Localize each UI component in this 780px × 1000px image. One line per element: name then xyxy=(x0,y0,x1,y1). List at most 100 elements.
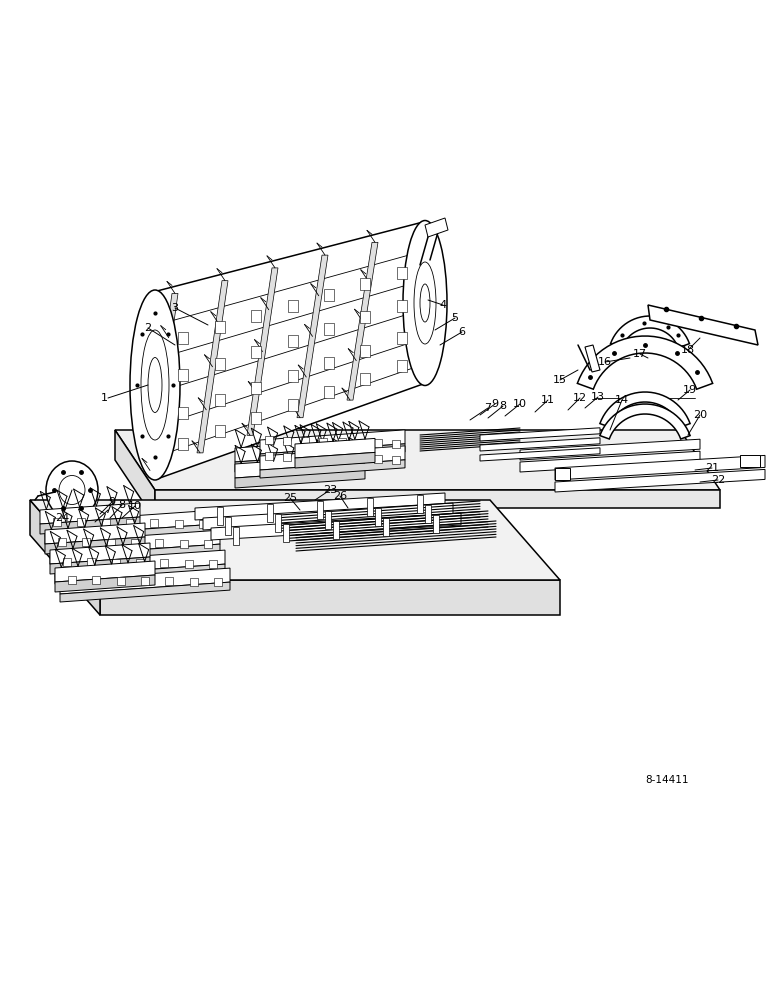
Text: 7: 7 xyxy=(484,403,491,413)
Text: 19: 19 xyxy=(683,385,697,395)
Bar xyxy=(58,538,66,546)
Bar xyxy=(324,323,334,335)
Bar xyxy=(215,321,225,333)
Polygon shape xyxy=(555,468,570,480)
Polygon shape xyxy=(333,520,339,538)
Polygon shape xyxy=(611,316,690,348)
Text: 15: 15 xyxy=(553,375,567,385)
Bar xyxy=(178,332,188,344)
Bar xyxy=(324,386,334,398)
Polygon shape xyxy=(425,218,448,237)
Bar xyxy=(151,519,158,527)
Bar xyxy=(63,558,71,566)
Polygon shape xyxy=(45,510,215,536)
Ellipse shape xyxy=(46,461,98,519)
Ellipse shape xyxy=(420,284,430,322)
Bar xyxy=(320,438,328,446)
Bar xyxy=(178,407,188,419)
Bar xyxy=(324,357,334,369)
Text: 8: 8 xyxy=(119,500,126,510)
Polygon shape xyxy=(367,497,373,516)
Polygon shape xyxy=(115,430,720,490)
Bar xyxy=(101,519,110,527)
Polygon shape xyxy=(217,506,223,524)
Polygon shape xyxy=(260,460,405,478)
Text: 14: 14 xyxy=(615,395,629,405)
Bar xyxy=(215,394,225,406)
Polygon shape xyxy=(325,510,331,528)
Polygon shape xyxy=(211,513,461,540)
Bar xyxy=(251,382,261,394)
Polygon shape xyxy=(480,438,600,451)
Bar xyxy=(136,559,144,567)
Text: 8-14411: 8-14411 xyxy=(645,775,689,785)
Bar xyxy=(214,578,222,586)
Polygon shape xyxy=(648,305,758,345)
Polygon shape xyxy=(55,564,225,584)
Polygon shape xyxy=(740,455,760,467)
Text: 21: 21 xyxy=(705,463,719,473)
Bar xyxy=(178,369,188,381)
Bar xyxy=(283,437,291,445)
Polygon shape xyxy=(115,430,155,520)
Text: 9: 9 xyxy=(491,399,498,409)
Polygon shape xyxy=(60,582,230,602)
Bar xyxy=(155,539,163,547)
Bar xyxy=(141,577,149,585)
Polygon shape xyxy=(433,514,439,532)
Polygon shape xyxy=(260,446,405,470)
Bar xyxy=(320,454,328,462)
Polygon shape xyxy=(283,524,289,542)
Bar xyxy=(360,311,370,323)
Polygon shape xyxy=(55,561,155,582)
Bar xyxy=(92,576,101,584)
Polygon shape xyxy=(55,550,225,576)
Text: 10: 10 xyxy=(513,399,527,409)
Bar xyxy=(265,452,273,460)
Text: 4: 4 xyxy=(439,300,447,310)
Polygon shape xyxy=(30,500,560,580)
Polygon shape xyxy=(40,517,140,534)
Ellipse shape xyxy=(148,358,162,412)
Bar xyxy=(301,453,310,461)
Bar xyxy=(83,538,90,546)
Bar xyxy=(397,300,407,312)
Ellipse shape xyxy=(403,221,447,385)
Text: 23: 23 xyxy=(323,485,337,495)
Bar xyxy=(392,456,400,464)
Polygon shape xyxy=(45,524,215,544)
Polygon shape xyxy=(297,255,328,418)
Polygon shape xyxy=(100,580,560,615)
Bar xyxy=(288,334,297,347)
Polygon shape xyxy=(295,438,375,458)
Text: 25: 25 xyxy=(283,493,297,503)
Polygon shape xyxy=(480,428,600,441)
Polygon shape xyxy=(50,530,220,556)
Bar xyxy=(77,518,86,526)
Bar xyxy=(360,345,370,357)
Text: 12: 12 xyxy=(573,393,587,403)
Ellipse shape xyxy=(59,476,85,504)
Bar xyxy=(251,412,261,424)
Text: 10: 10 xyxy=(128,501,142,511)
Polygon shape xyxy=(60,568,230,594)
Bar xyxy=(251,310,261,322)
Text: 18: 18 xyxy=(681,345,695,355)
Ellipse shape xyxy=(414,262,436,344)
Bar xyxy=(185,560,193,568)
Bar xyxy=(356,439,363,447)
Polygon shape xyxy=(147,293,178,470)
Bar xyxy=(324,289,334,301)
Bar xyxy=(215,425,225,437)
Bar xyxy=(87,558,95,566)
Bar xyxy=(397,360,407,372)
Polygon shape xyxy=(480,448,600,461)
Polygon shape xyxy=(347,242,378,400)
Polygon shape xyxy=(383,518,389,536)
Text: 26: 26 xyxy=(333,491,347,501)
Polygon shape xyxy=(50,543,150,564)
Bar xyxy=(360,373,370,385)
Bar xyxy=(397,332,407,344)
Text: 24: 24 xyxy=(55,513,69,523)
Polygon shape xyxy=(555,455,765,480)
